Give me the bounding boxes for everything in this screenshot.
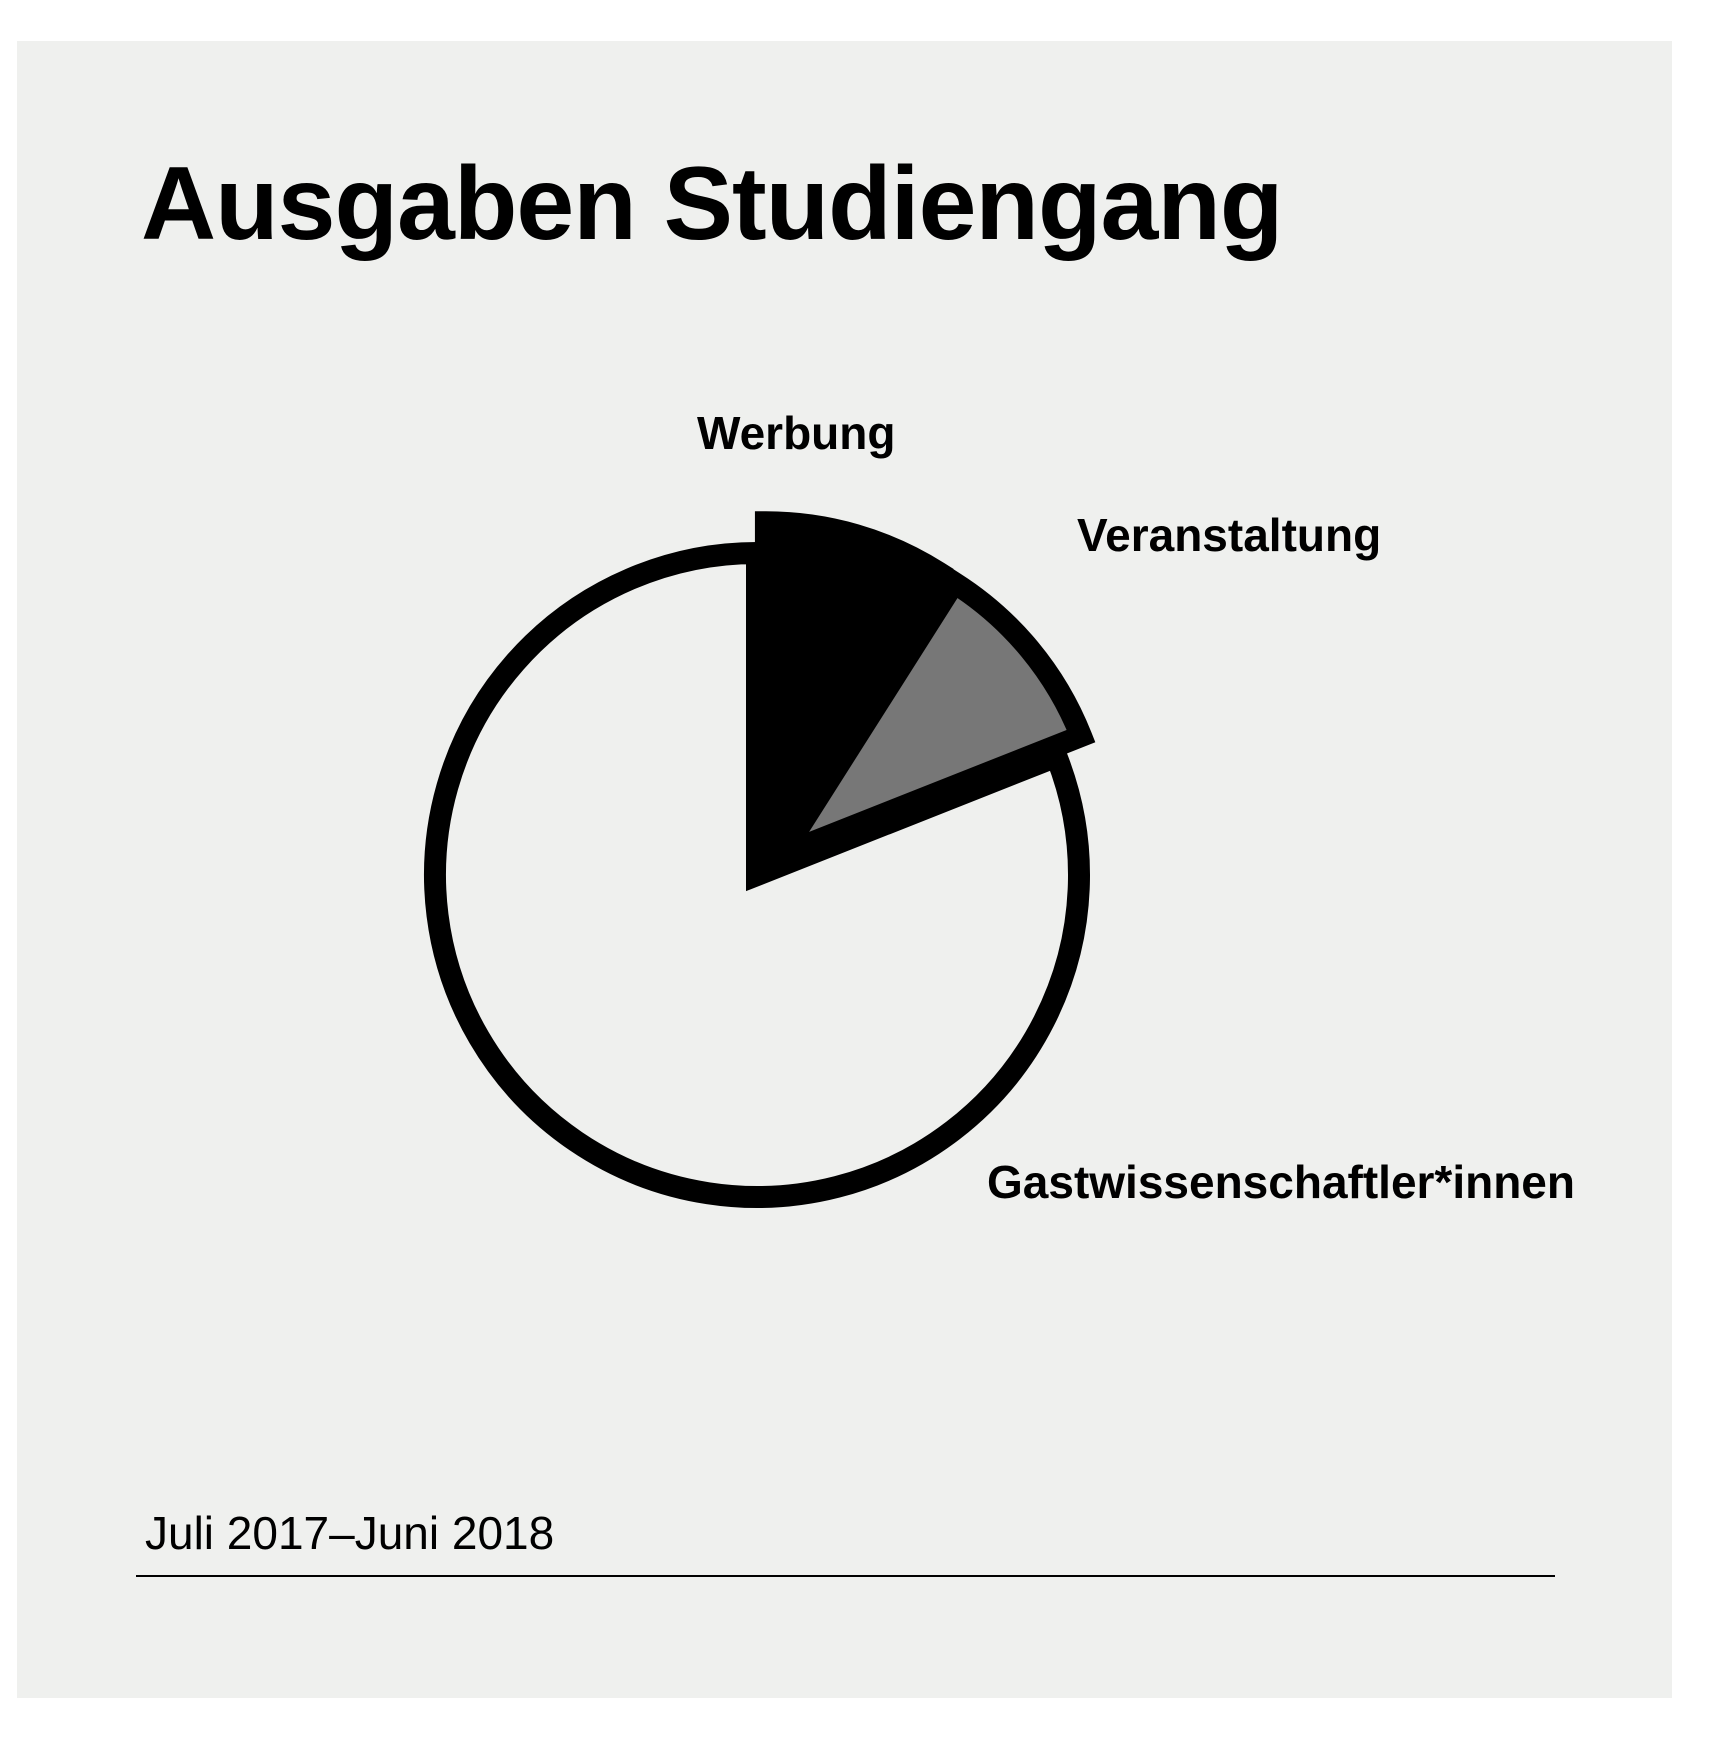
pie-label-gastwissenschaftler-innen: Gastwissenschaftler*innen (987, 1156, 1575, 1208)
pie-slice-gastwissenschaftler-innen (424, 541, 1090, 1208)
pie-slice-werbung (754, 511, 954, 883)
pie-slices (424, 511, 1096, 1208)
pie-labels: Werbung Veranstaltung Gastwissenschaftler*… (697, 407, 1575, 1208)
pie-chart: Werbung Veranstaltung Gastwissenschaftler*… (424, 407, 1575, 1208)
pie-slice-veranstaltung (754, 567, 1096, 878)
pie-label-veranstaltung: Veranstaltung (1077, 509, 1381, 561)
chart-title: Ausgaben Studiengang (141, 146, 1283, 262)
chart-card: Ausgaben Studiengang Werbung Veranstaltun… (17, 41, 1672, 1698)
pie-label-werbung: Werbung (697, 407, 895, 459)
chart-period: Juli 2017–Juni 2018 (145, 1507, 555, 1559)
bottom-divider (136, 1575, 1555, 1577)
